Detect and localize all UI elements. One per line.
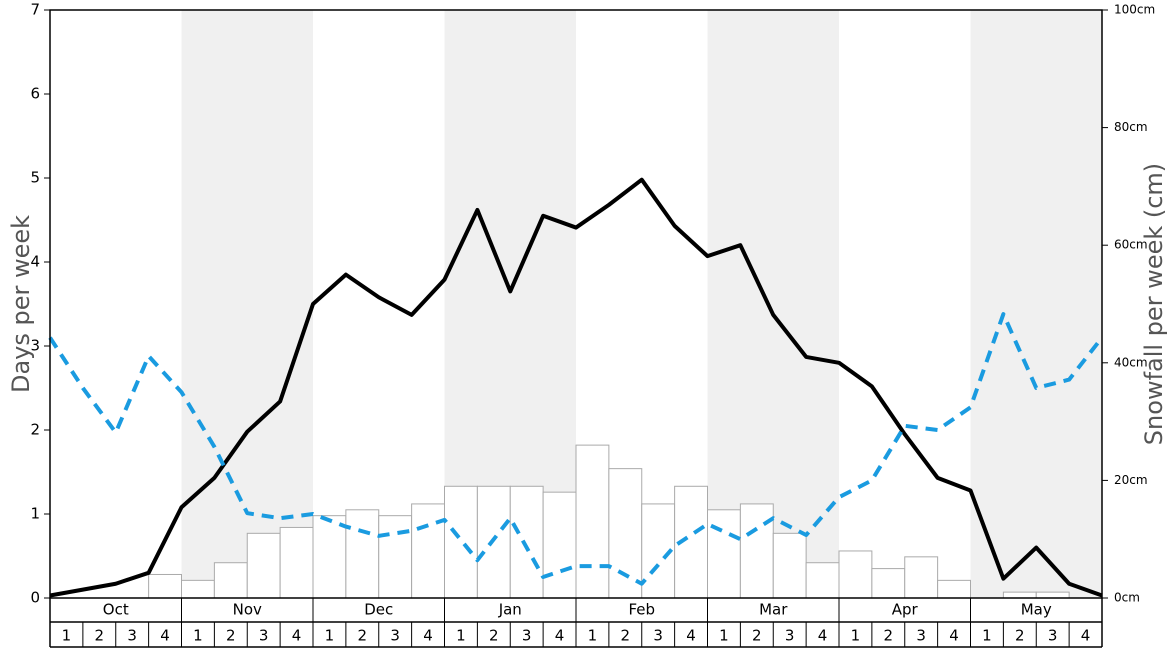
bar	[707, 509, 741, 599]
bar	[148, 573, 182, 599]
y2-tick-label: 20cm	[1114, 473, 1148, 487]
week-label: 1	[193, 627, 203, 645]
month-label: Feb	[628, 601, 655, 619]
week-label: 3	[653, 627, 663, 645]
y-tick-label: 4	[30, 253, 40, 271]
y2-tick-label: 80cm	[1114, 120, 1148, 134]
bar	[444, 485, 478, 599]
y2-tick-label: 100cm	[1114, 3, 1155, 17]
bar	[1035, 591, 1070, 599]
bar	[279, 526, 314, 599]
bar	[805, 562, 840, 599]
y-tick-label: 3	[30, 337, 40, 355]
week-label: 2	[358, 627, 368, 645]
week-label: 4	[423, 627, 433, 645]
bar	[411, 503, 445, 599]
bar	[575, 444, 610, 599]
y-tick-label: 7	[30, 1, 40, 19]
bar	[509, 485, 544, 599]
bar	[772, 532, 807, 599]
week-label: 3	[259, 627, 269, 645]
week-label: 1	[588, 627, 598, 645]
week-label: 1	[62, 627, 72, 645]
month-label: Oct	[103, 601, 129, 619]
week-label: 2	[95, 627, 105, 645]
bar	[1002, 591, 1037, 599]
week-label: 3	[390, 627, 400, 645]
y-tick-label: 1	[30, 505, 40, 523]
y2-tick-label: 40cm	[1114, 355, 1148, 369]
month-label: Mar	[759, 601, 788, 619]
week-label: 4	[555, 627, 565, 645]
week-label: 3	[1048, 627, 1058, 645]
bar	[312, 515, 347, 599]
bar	[181, 579, 215, 599]
week-label: 4	[949, 627, 959, 645]
y-tick-label: 0	[30, 589, 40, 607]
week-label: 3	[916, 627, 926, 645]
bar	[378, 515, 413, 599]
week-label: 1	[982, 627, 992, 645]
y-tick-label: 6	[30, 85, 40, 103]
week-label: 2	[621, 627, 631, 645]
bar	[608, 468, 643, 599]
bar	[246, 532, 281, 599]
week-label: 2	[1015, 627, 1025, 645]
bar	[542, 491, 577, 599]
week-label: 1	[719, 627, 729, 645]
line	[49, 177, 1103, 598]
week-label: 1	[456, 627, 466, 645]
y-axis-label: Days per week	[7, 215, 35, 393]
bar	[937, 579, 971, 599]
month-label: Dec	[364, 601, 393, 619]
month-label: Nov	[233, 601, 262, 619]
bar	[871, 568, 906, 599]
week-label: 1	[851, 627, 861, 645]
y-tick-label: 2	[30, 421, 40, 439]
week-label: 2	[226, 627, 236, 645]
week-label: 3	[127, 627, 137, 645]
week-label: 4	[818, 627, 828, 645]
y-tick-label: 5	[30, 169, 40, 187]
month-label: Jan	[498, 601, 522, 619]
week-label: 3	[522, 627, 532, 645]
month-label: May	[1021, 601, 1052, 619]
y2-axis-label: Snowfall per week (cm)	[1140, 163, 1168, 445]
line	[48, 312, 1104, 586]
month-label: Apr	[892, 601, 919, 619]
week-label: 4	[292, 627, 302, 645]
week-label: 2	[752, 627, 762, 645]
week-label: 3	[785, 627, 795, 645]
week-label: 1	[325, 627, 335, 645]
week-label: 2	[489, 627, 499, 645]
month-shade	[970, 10, 1102, 598]
bar	[345, 509, 380, 599]
week-label: 4	[686, 627, 696, 645]
y2-tick-label: 0cm	[1114, 591, 1140, 605]
month-shade	[707, 10, 839, 598]
bar	[213, 562, 248, 599]
bar	[904, 556, 939, 599]
bar	[739, 503, 774, 599]
month-shade	[181, 10, 313, 598]
week-label: 2	[884, 627, 894, 645]
y2-tick-label: 60cm	[1114, 238, 1148, 252]
week-label: 4	[1081, 627, 1091, 645]
bar	[838, 550, 873, 599]
week-label: 4	[160, 627, 170, 645]
